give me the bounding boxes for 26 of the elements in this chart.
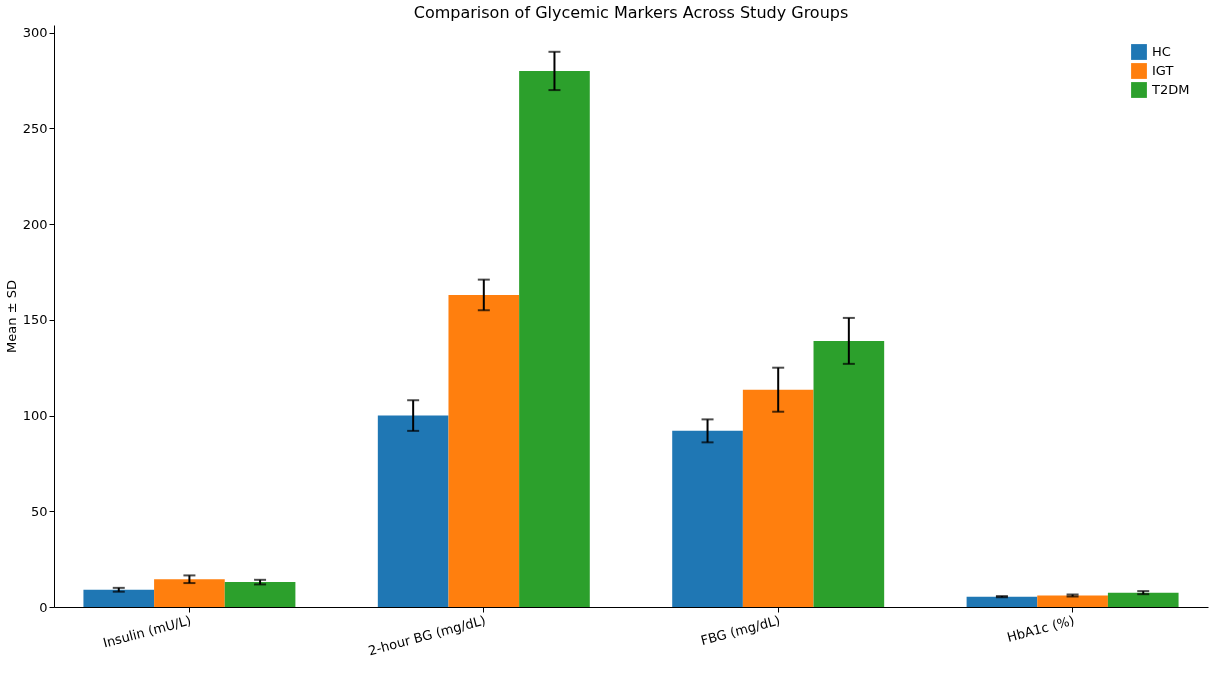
bar	[813, 340, 885, 607]
legend-label: HC	[1152, 44, 1171, 59]
y-tick-label: 300	[22, 25, 48, 41]
legend-label: IGT	[1152, 63, 1174, 78]
bar	[377, 415, 449, 607]
bar	[519, 70, 590, 607]
y-tick-label: 150	[22, 312, 48, 328]
x-tick-label: Insulin (mU/L)	[101, 612, 193, 651]
y-tick-label: 100	[22, 408, 48, 424]
x-tick-label: HbA1c (%)	[1005, 612, 1076, 645]
bar	[672, 430, 743, 607]
bar	[83, 589, 155, 607]
bar	[1107, 592, 1179, 607]
legend-label: T2DM	[1151, 82, 1190, 97]
y-tick-label: 250	[22, 120, 48, 136]
y-tick-label: 200	[22, 216, 48, 232]
bar	[224, 582, 296, 607]
y-tick-label: 0	[39, 599, 48, 615]
bar	[742, 389, 814, 607]
chart-title: Comparison of Glycemic Markers Across Study Groups	[413, 3, 849, 22]
bar	[448, 294, 520, 607]
bar	[966, 596, 1038, 607]
bar	[1037, 595, 1108, 607]
y-axis-title: Mean ± SD	[3, 280, 19, 353]
bar	[154, 579, 225, 607]
y-tick-label: 50	[30, 503, 48, 519]
